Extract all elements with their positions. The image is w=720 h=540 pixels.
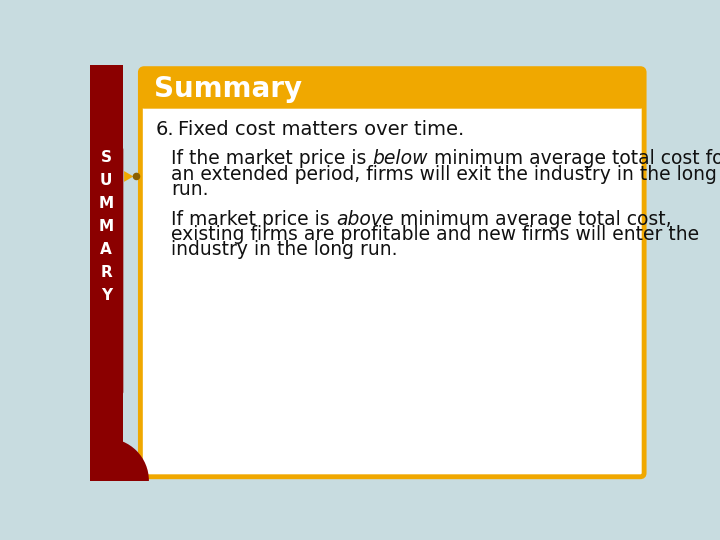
Text: S: S — [101, 150, 112, 165]
Text: above: above — [336, 210, 394, 228]
Text: Y: Y — [101, 288, 112, 303]
FancyBboxPatch shape — [140, 69, 644, 109]
Text: below: below — [373, 150, 428, 168]
Text: U: U — [100, 173, 112, 188]
Polygon shape — [124, 171, 133, 182]
Text: A: A — [100, 242, 112, 257]
Text: Fixed cost matters over time.: Fixed cost matters over time. — [178, 120, 464, 139]
Text: If market price is: If market price is — [171, 210, 336, 228]
Text: minimum average total cost,: minimum average total cost, — [394, 210, 671, 228]
Text: R: R — [100, 265, 112, 280]
Text: M: M — [99, 196, 114, 211]
FancyBboxPatch shape — [89, 147, 123, 394]
Text: an extended period, firms will exit the industry in the long: an extended period, firms will exit the … — [171, 165, 717, 184]
FancyBboxPatch shape — [140, 69, 644, 477]
Text: run.: run. — [171, 180, 209, 199]
Text: M: M — [99, 219, 114, 234]
Circle shape — [133, 173, 140, 179]
Text: existing firms are profitable and new firms will enter the: existing firms are profitable and new fi… — [171, 225, 700, 244]
Text: industry in the long run.: industry in the long run. — [171, 240, 398, 259]
Circle shape — [63, 438, 149, 523]
Bar — [144, 89, 640, 105]
Text: minimum average total cost for: minimum average total cost for — [428, 150, 720, 168]
Text: Summary: Summary — [153, 75, 302, 103]
Text: If the market price is: If the market price is — [171, 150, 373, 168]
Bar — [90, 65, 122, 481]
Text: 6.: 6. — [156, 120, 174, 139]
